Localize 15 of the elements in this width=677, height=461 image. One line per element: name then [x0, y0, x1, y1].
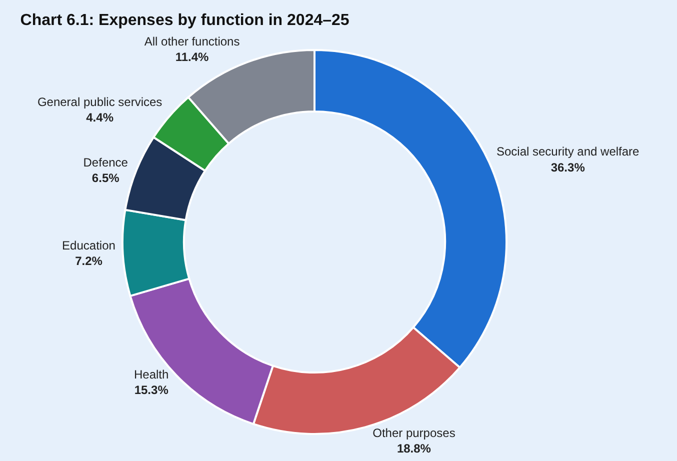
slice-label: Other purposes	[372, 426, 456, 440]
data-label: 7.2%	[75, 254, 103, 268]
slice-label: Health	[134, 367, 169, 382]
slice-label: Social security and welfare	[496, 144, 640, 159]
data-label: 36.3%	[550, 160, 586, 174]
slice-label: All other functions	[144, 34, 240, 48]
chart-title: Chart 6.1: Expenses by function in 2024–25	[20, 12, 350, 30]
data-label: 4.4%	[86, 110, 114, 124]
slice-label: Education	[62, 238, 116, 252]
slice-label: Defence	[83, 155, 128, 170]
data-label: 15.3%	[134, 382, 169, 397]
data-label: 18.8%	[396, 442, 432, 456]
data-label: 6.5%	[92, 170, 120, 185]
slice-label: General public services	[37, 94, 162, 109]
data-label: 11.4%	[175, 50, 210, 64]
